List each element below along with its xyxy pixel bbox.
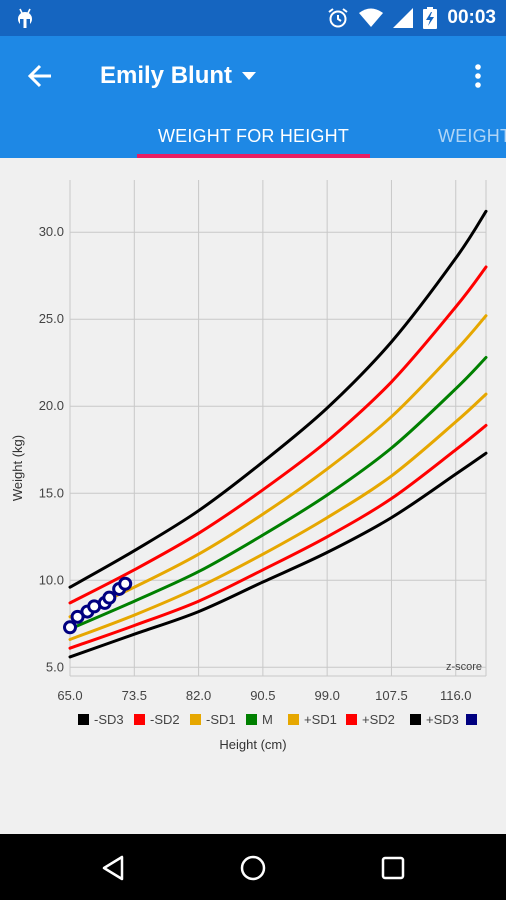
legend-swatch [246,714,257,725]
legend-swatch [410,714,421,725]
legend-swatch [288,714,299,725]
system-nav-bar [0,834,506,900]
legend-label: -SD1 [206,712,236,727]
signal-icon [393,8,414,28]
series-line-minussd3 [68,451,488,659]
x-tick-label: 82.0 [186,688,211,703]
tab-indicator [137,154,370,158]
tab-weight[interactable]: WEIGHT [438,122,506,158]
x-tick-label: 65.0 [57,688,82,703]
y-tick-label: 15.0 [39,485,64,500]
series-line-plussd3 [68,209,488,589]
android-debug-icon [18,8,32,28]
x-tick-label: 73.5 [122,688,147,703]
status-icons: 00:03 [327,6,496,30]
back-triangle-icon [102,855,124,881]
recents-square-icon [381,856,405,880]
nav-back-button[interactable] [91,846,135,890]
wifi-icon [359,8,384,27]
alarm-icon [328,8,348,28]
legend-label: +SD1 [304,712,337,727]
series-line-minussd2 [68,423,488,650]
x-tick-label: 116.0 [440,688,472,703]
legend-label: -SD3 [94,712,124,727]
legend-label: M [262,712,273,727]
back-button[interactable] [20,58,60,94]
caret-down-icon [242,72,257,80]
legend-label: -SD2 [150,712,180,727]
patient-data-point [102,590,117,605]
app-bar: Emily Blunt WEIGHT FOR HEIGHT WEIGHT [0,36,506,158]
home-circle-icon [240,855,266,881]
legend-swatch [190,714,201,725]
legend-swatch [134,714,145,725]
status-bar: 00:03 [0,0,506,36]
growth-chart: 65.0 73.5 82.0 90.5 99.0 107.5 116.0 5.0 10.0 15.… [10,180,488,752]
y-tick-label: 10.0 [39,572,64,587]
tab-label: WEIGHT FOR HEIGHT [157,126,350,146]
legend-swatch [78,714,89,725]
tab-strip: WEIGHT FOR HEIGHT WEIGHT [0,122,506,158]
nav-recents-button[interactable] [371,846,415,890]
y-axis-label: Weight (kg) [10,435,25,501]
more-options-button[interactable] [466,58,490,94]
patient-selector[interactable]: Emily Blunt [100,58,257,94]
y-tick-label: 25.0 [39,311,64,326]
arrow-back-icon [27,64,51,88]
patient-data-point [63,620,77,635]
legend-swatch [346,714,357,725]
tab-weight-for-height[interactable]: WEIGHT FOR HEIGHT [137,122,370,158]
legend-label: +SD2 [362,712,395,727]
nav-home-button[interactable] [231,846,275,890]
status-time: 00:03 [447,7,496,28]
z-score-label: z-score [446,661,482,673]
x-tick-label: 107.5 [375,688,408,703]
x-axis-label: Height (cm) [219,737,286,752]
series-line-plussd1 [68,314,488,619]
legend-swatch [466,714,477,725]
tab-label: WEIGHT [438,126,506,146]
page-title: Emily Blunt [100,62,233,89]
x-tick-label: 99.0 [315,688,340,703]
x-tick-label: 90.5 [250,688,275,703]
more-vert-icon [475,64,481,88]
legend-label: +SD3 [426,712,459,727]
y-tick-label: 20.0 [39,398,64,413]
patient-data-point [118,576,133,591]
series-line-plussd2 [68,265,488,605]
series-line-minussd1 [68,392,488,641]
chart-area: 65.0 73.5 82.0 90.5 99.0 107.5 116.0 5.0 10.0 15.… [0,158,506,834]
series-line-m [68,356,488,631]
y-tick-label: 30.0 [39,224,64,239]
plot-background [70,180,486,676]
battery-charging-icon [423,7,438,29]
y-tick-label: 5.0 [46,659,64,674]
